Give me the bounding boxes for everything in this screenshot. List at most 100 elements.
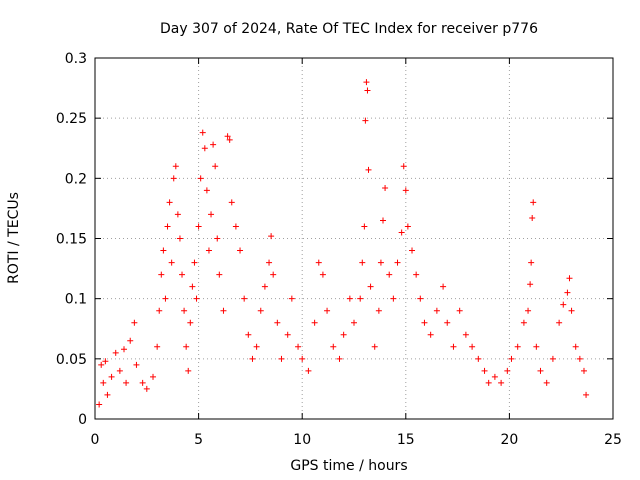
data-point: [528, 259, 535, 266]
data-point: [367, 283, 374, 290]
data-point: [371, 343, 378, 350]
data-point: [102, 358, 109, 365]
data-point: [346, 295, 353, 302]
data-point: [112, 349, 119, 356]
data-point: [400, 163, 407, 170]
data-point: [576, 355, 583, 362]
data-point: [181, 307, 188, 314]
data-point: [98, 361, 105, 368]
data-point: [469, 343, 476, 350]
x-tick-label: 5: [194, 432, 203, 448]
data-point: [359, 259, 366, 266]
data-point: [133, 361, 140, 368]
data-point: [564, 289, 571, 296]
data-point: [427, 331, 434, 338]
data-point: [508, 355, 515, 362]
y-tick-label: 0.15: [56, 232, 87, 248]
data-point: [404, 223, 411, 230]
data-point: [174, 211, 181, 218]
data-point: [402, 187, 409, 194]
data-point: [363, 79, 370, 86]
data-point: [475, 355, 482, 362]
data-point: [224, 133, 231, 140]
data-point: [228, 199, 235, 206]
data-point: [520, 319, 527, 326]
x-tick-label: 0: [91, 432, 100, 448]
data-point: [104, 391, 111, 398]
data-point: [257, 307, 264, 314]
data-point: [549, 355, 556, 362]
data-point: [201, 145, 208, 152]
data-point: [183, 343, 190, 350]
chart-title: Day 307 of 2024, Rate Of TEC Index for r…: [160, 21, 538, 37]
data-point: [220, 307, 227, 314]
y-tick-label: 0.2: [65, 171, 87, 187]
data-point: [295, 343, 302, 350]
data-point: [237, 247, 244, 254]
data-point: [315, 259, 322, 266]
data-points: [96, 79, 590, 408]
data-point: [377, 259, 384, 266]
data-point: [205, 247, 212, 254]
data-point: [529, 215, 536, 222]
data-point: [456, 307, 463, 314]
data-point: [324, 307, 331, 314]
data-point: [498, 379, 505, 386]
data-point: [566, 275, 573, 282]
axis-ticks: 0 5 10 15 20 25 0 0.05 0.1 0.15 0.2 0.25 0.3: [56, 51, 622, 448]
data-point: [156, 307, 163, 314]
data-point: [409, 247, 416, 254]
data-point: [336, 355, 343, 362]
data-point: [433, 307, 440, 314]
y-axis-label: ROTI / TECUs: [6, 192, 22, 284]
y-tick-label: 0.05: [56, 352, 87, 368]
data-point: [253, 343, 260, 350]
data-point: [241, 295, 248, 302]
data-point: [191, 259, 198, 266]
data-point: [245, 331, 252, 338]
data-point: [216, 271, 223, 278]
data-point: [189, 283, 196, 290]
data-point: [150, 373, 157, 380]
data-point: [164, 223, 171, 230]
data-point: [143, 385, 150, 392]
data-point: [583, 391, 590, 398]
y-tick-label: 0.1: [65, 292, 87, 308]
data-point: [278, 355, 285, 362]
data-point: [166, 199, 173, 206]
data-point: [380, 217, 387, 224]
data-point: [390, 295, 397, 302]
data-point: [525, 307, 532, 314]
data-point: [375, 307, 382, 314]
data-point: [176, 235, 183, 242]
x-tick-label: 20: [500, 432, 518, 448]
data-point: [361, 223, 368, 230]
data-point: [193, 295, 200, 302]
x-tick-label: 10: [293, 432, 311, 448]
data-point: [340, 331, 347, 338]
data-point: [421, 319, 428, 326]
data-point: [197, 175, 204, 182]
data-point: [212, 163, 219, 170]
data-point: [139, 379, 146, 386]
data-point: [100, 379, 107, 386]
data-point: [450, 343, 457, 350]
data-point: [386, 271, 393, 278]
data-point: [417, 295, 424, 302]
grid-lines: [95, 58, 613, 419]
data-point: [481, 367, 488, 374]
data-point: [514, 343, 521, 350]
data-point: [160, 247, 167, 254]
data-point: [533, 343, 540, 350]
data-point: [116, 367, 123, 374]
data-point: [199, 129, 206, 136]
data-point: [527, 281, 534, 288]
data-point: [319, 271, 326, 278]
data-point: [179, 271, 186, 278]
data-point: [187, 319, 194, 326]
data-point: [362, 117, 369, 124]
data-point: [491, 373, 498, 380]
data-point: [365, 166, 372, 173]
data-point: [485, 379, 492, 386]
